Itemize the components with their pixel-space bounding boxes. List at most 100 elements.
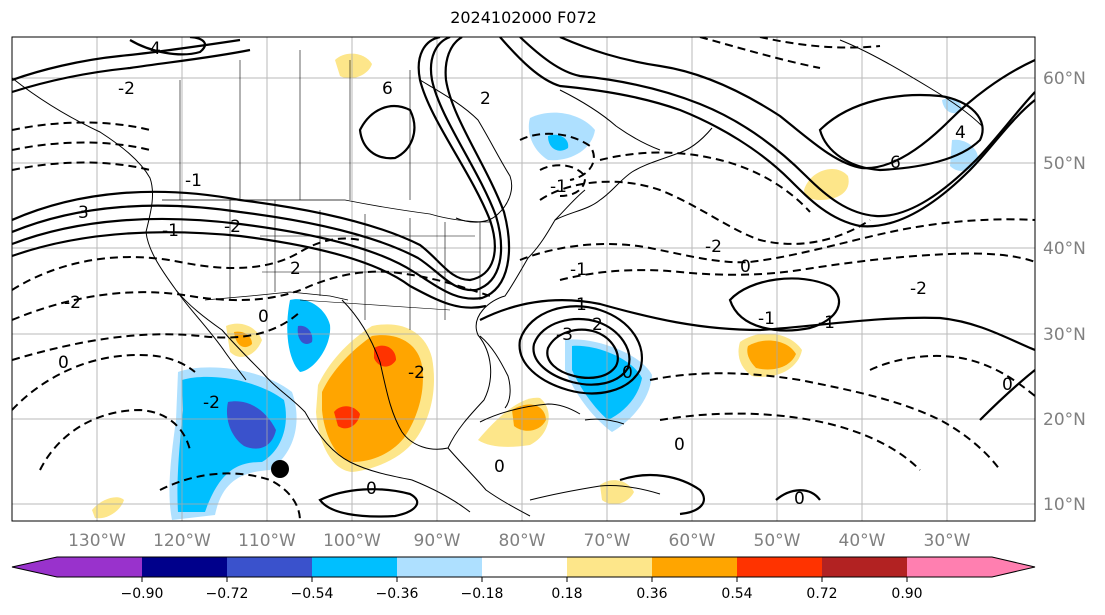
contour-dashed-2 bbox=[12, 270, 491, 321]
lon-label: 60°W bbox=[669, 531, 716, 551]
lat-label: 40°N bbox=[1043, 239, 1086, 259]
lat-label: 60°N bbox=[1043, 69, 1086, 89]
contour-label: 0 bbox=[258, 307, 269, 327]
contour-dashed-16 bbox=[599, 151, 811, 213]
map-frame bbox=[11, 36, 1036, 522]
colorbar-segment bbox=[482, 557, 567, 577]
contour-label: 2 bbox=[290, 259, 301, 279]
contour-solid-6 bbox=[519, 37, 1035, 218]
colorbar-segment bbox=[397, 557, 482, 577]
contour-solid-east bbox=[479, 299, 1035, 352]
contour-label: 6 bbox=[382, 79, 393, 99]
contour-dashed-20 bbox=[12, 121, 151, 131]
positive-anomaly-pacific-south bbox=[92, 497, 124, 519]
colorbar-segment bbox=[227, 557, 312, 577]
lon-label: 50°W bbox=[754, 531, 801, 551]
contour-label: -1 bbox=[185, 171, 202, 191]
latitude-labels: 60°N 50°N 40°N 30°N 20°N 10°N bbox=[1043, 69, 1086, 515]
coastline-cuba bbox=[479, 403, 581, 423]
colorbar-segment bbox=[312, 557, 397, 577]
colorbar-segment bbox=[567, 557, 652, 577]
contour-label: 0 bbox=[58, 353, 69, 373]
lat-label: 10°N bbox=[1043, 495, 1086, 515]
contour-label: 0 bbox=[494, 457, 505, 477]
contour-label: -2 bbox=[224, 217, 241, 237]
colorbar-tick-label: 0.36 bbox=[636, 586, 667, 602]
contour-label: -2 bbox=[64, 293, 81, 313]
negative-anomaly-mexico-core bbox=[297, 325, 313, 345]
contour-label: 4 bbox=[955, 123, 966, 143]
contour-label: -1 bbox=[818, 313, 835, 333]
contour-dashed-6 bbox=[539, 180, 871, 245]
colorbar-tick-label: 0.54 bbox=[721, 586, 752, 602]
colorbar-tick-label: −0.72 bbox=[206, 586, 249, 602]
colorbar-segment bbox=[737, 557, 822, 577]
negative-anomaly-pacific-core bbox=[226, 401, 276, 449]
colorbar-segment bbox=[57, 557, 142, 577]
coastline-central-america bbox=[447, 447, 531, 517]
colorbar: −0.90 −0.72 −0.54 −0.36 −0.18 0.18 0.36 … bbox=[11, 556, 1036, 602]
colorbar-tick-label: 0.90 bbox=[891, 586, 922, 602]
contour-label: -2 bbox=[203, 393, 220, 413]
coastline-labrador bbox=[559, 89, 661, 151]
contour-dashed-19 bbox=[12, 161, 151, 171]
colorbar-tick-label: −0.18 bbox=[461, 586, 504, 602]
contour-label: -1 bbox=[758, 309, 775, 329]
coastline-south-america bbox=[529, 485, 661, 501]
contour-dashed-4 bbox=[12, 354, 196, 411]
lon-label: 70°W bbox=[584, 531, 631, 551]
lon-label: 120°W bbox=[153, 531, 211, 551]
coastline-greenland bbox=[839, 39, 983, 127]
contour-label: 0 bbox=[622, 363, 633, 383]
lon-label: 40°W bbox=[839, 531, 886, 551]
contour-label: -1 bbox=[550, 177, 567, 197]
map-panel: 6 4 2 0 -2 2 3 -1 -2 1 0 -2 -2 2 -3 -1 -… bbox=[11, 36, 1036, 522]
gridlines bbox=[12, 37, 1035, 521]
contour-label: 0 bbox=[366, 479, 377, 499]
contour-dashed-8 bbox=[559, 252, 1035, 281]
contour-label: 0 bbox=[794, 489, 805, 509]
contour-dashed-15 bbox=[759, 37, 881, 49]
contour-high-midatlantic bbox=[728, 277, 841, 332]
colorbar-tick-label: −0.36 bbox=[376, 586, 419, 602]
contour-dashed-13 bbox=[539, 164, 587, 197]
contour-solid-eq bbox=[318, 488, 419, 518]
positive-anomaly-midatlantic-mid bbox=[747, 340, 796, 370]
contour-dashed-5 bbox=[39, 408, 191, 471]
location-marker-dot bbox=[271, 460, 289, 478]
negative-anomaly-labrador-mid bbox=[548, 134, 569, 151]
negative-anomaly-labrador bbox=[528, 112, 595, 161]
contour-dashed-1 bbox=[12, 237, 361, 291]
contour-solid-3 bbox=[12, 37, 510, 300]
colorbar-segment bbox=[822, 557, 907, 577]
colorbar-outline bbox=[11, 556, 1036, 578]
contour-solid-south bbox=[979, 369, 1035, 421]
lon-label: 110°W bbox=[238, 531, 296, 551]
lat-label: 50°N bbox=[1043, 154, 1086, 174]
colorbar-tick-label: 0.72 bbox=[806, 586, 837, 602]
positive-anomaly-gulf-mid bbox=[322, 335, 423, 462]
contour-label: 6 bbox=[890, 153, 901, 173]
lat-label: 20°N bbox=[1043, 410, 1086, 430]
coastline-hispaniola bbox=[584, 418, 625, 425]
colorbar-segment bbox=[652, 557, 737, 577]
contour-label: -1 bbox=[162, 221, 179, 241]
contour-label: 2 bbox=[592, 315, 603, 335]
contour-solid-lower-2 bbox=[775, 489, 821, 501]
contour-dashed-3 bbox=[12, 311, 301, 361]
lat-label: 30°N bbox=[1043, 325, 1086, 345]
contour-labels: 6 4 2 0 -2 2 3 -1 -2 1 0 -2 -2 2 -3 -1 -… bbox=[58, 39, 1013, 509]
contour-solid-1 bbox=[12, 37, 496, 282]
contour-label: -2 bbox=[408, 363, 425, 383]
contour-dashed-9 bbox=[649, 372, 1001, 471]
colorbar-segment bbox=[992, 557, 1035, 577]
contour-solid-west-3 bbox=[129, 37, 207, 56]
contour-solid-west-2 bbox=[12, 48, 251, 94]
contour-low-1 bbox=[518, 305, 643, 395]
contour-dashed-7 bbox=[519, 218, 1035, 264]
colorbar-tick-label: −0.90 bbox=[121, 586, 164, 602]
contour-solid-7 bbox=[559, 37, 1035, 170]
map-title: 2024102000 F072 bbox=[450, 8, 597, 27]
contour-solid-central bbox=[358, 105, 416, 160]
